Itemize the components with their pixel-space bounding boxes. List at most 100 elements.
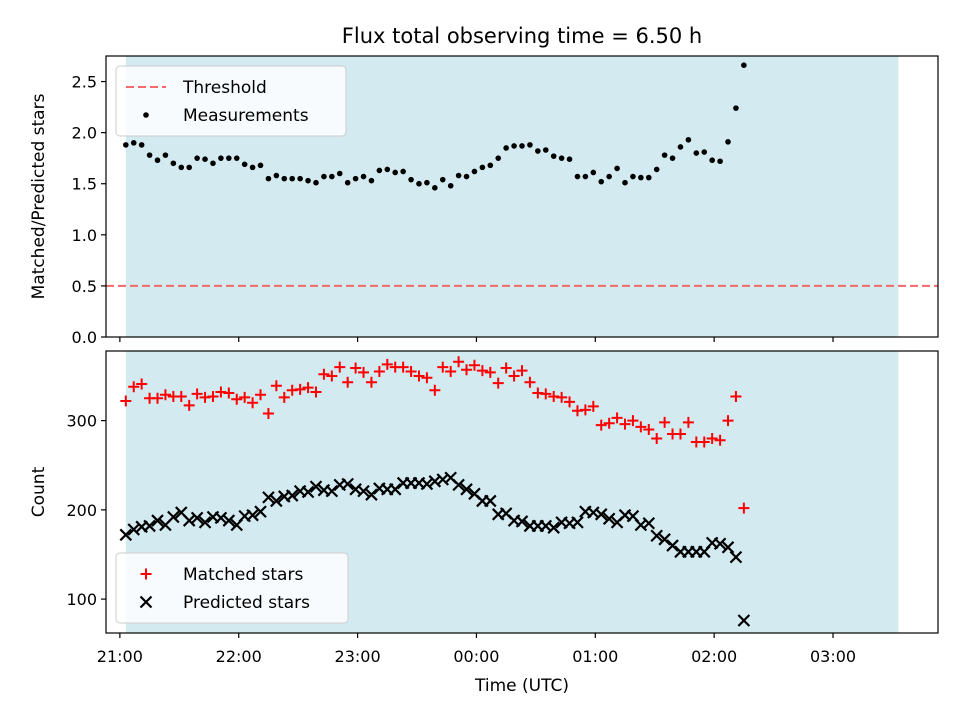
data-point <box>214 511 228 525</box>
y-tick-label: 100 <box>66 590 97 609</box>
data-point <box>653 166 660 173</box>
data-point <box>669 155 676 161</box>
data-point <box>511 143 517 149</box>
data-point <box>479 164 486 171</box>
data-point <box>262 407 274 419</box>
data-point <box>297 175 303 182</box>
data-point <box>556 391 568 403</box>
data-point <box>453 356 465 368</box>
data-point <box>182 514 196 527</box>
data-point <box>358 366 370 378</box>
data-point <box>638 174 644 181</box>
data-point <box>270 380 282 392</box>
data-point <box>463 173 470 180</box>
data-point <box>424 179 430 186</box>
data-point <box>706 432 718 444</box>
data-point <box>191 388 203 400</box>
data-point <box>432 185 438 191</box>
x-tick-label: 21:00 <box>97 647 143 666</box>
data-point <box>344 179 351 186</box>
data-point <box>294 383 306 395</box>
data-point <box>516 365 528 377</box>
data-point <box>416 180 422 187</box>
data-point <box>152 392 164 404</box>
data-point <box>175 391 187 403</box>
data-point <box>642 516 656 530</box>
data-point <box>247 397 259 409</box>
data-point <box>437 361 449 373</box>
legend-box <box>115 552 349 624</box>
legend-label: Measurements <box>183 106 309 126</box>
x-tick-label: 23:00 <box>335 647 381 666</box>
data-point <box>643 424 655 436</box>
data-point <box>515 515 529 528</box>
y-tick-label: 0.0 <box>72 328 97 347</box>
data-point <box>350 362 362 374</box>
y-axis-label: Count <box>29 466 49 517</box>
legend-predicted-swatch <box>139 595 153 609</box>
bottom-panel: 100 200 300 21:00 22:00 23:00 00:00 01:00 02:00 0… <box>29 350 939 666</box>
data-point <box>709 157 715 164</box>
data-point <box>741 62 747 68</box>
data-point <box>246 508 259 522</box>
data-point <box>614 165 620 172</box>
data-point <box>471 168 478 175</box>
data-point <box>666 539 679 552</box>
series-measurements <box>123 62 747 191</box>
data-point <box>318 368 330 380</box>
data-point <box>682 416 694 428</box>
figure-title: Flux total observing time = 6.50 h <box>342 24 702 48</box>
data-point <box>698 436 710 448</box>
data-point <box>606 173 612 180</box>
data-point <box>651 432 663 444</box>
data-point <box>120 395 132 407</box>
data-point <box>622 179 628 186</box>
data-point <box>381 358 393 370</box>
data-point <box>281 175 288 182</box>
y-tick-label: 2.0 <box>72 124 97 143</box>
data-point <box>587 400 599 412</box>
data-point <box>357 484 370 498</box>
data-point <box>717 158 723 165</box>
x-tick-label: 22:00 <box>216 647 262 666</box>
data-point <box>128 381 140 393</box>
data-point <box>714 434 726 446</box>
data-point <box>146 152 153 158</box>
data-point <box>405 366 417 378</box>
data-point <box>360 173 367 180</box>
data-point <box>550 153 557 159</box>
data-point <box>461 364 473 376</box>
data-point <box>373 366 385 378</box>
data-point <box>123 142 129 148</box>
data-point <box>737 614 751 627</box>
y-tick-label: 300 <box>66 412 97 431</box>
data-point <box>447 182 454 189</box>
x-axis-label: Time (UTC) <box>474 676 569 696</box>
data-point <box>725 139 731 145</box>
data-point <box>218 155 224 161</box>
data-point <box>151 514 164 527</box>
data-point <box>729 550 743 564</box>
axes-frame <box>105 350 939 634</box>
data-point <box>579 404 591 416</box>
data-point <box>262 491 275 504</box>
data-point <box>677 144 684 150</box>
data-point <box>408 176 414 183</box>
data-point <box>143 519 156 533</box>
data-point <box>183 399 195 411</box>
data-point <box>547 521 560 534</box>
data-point <box>289 175 296 182</box>
data-point <box>495 155 502 161</box>
legend-label: Predicted stars <box>183 593 310 613</box>
data-point <box>421 372 433 384</box>
data-point <box>650 529 663 543</box>
data-point <box>302 382 314 394</box>
data-point <box>352 175 359 182</box>
data-point <box>730 391 742 403</box>
legend: Threshold Measurements <box>115 65 347 137</box>
y-axis-label: Matched/Predicted stars <box>29 93 49 299</box>
data-point <box>619 418 631 430</box>
legend-matched-swatch <box>140 568 152 580</box>
data-point <box>722 415 734 427</box>
